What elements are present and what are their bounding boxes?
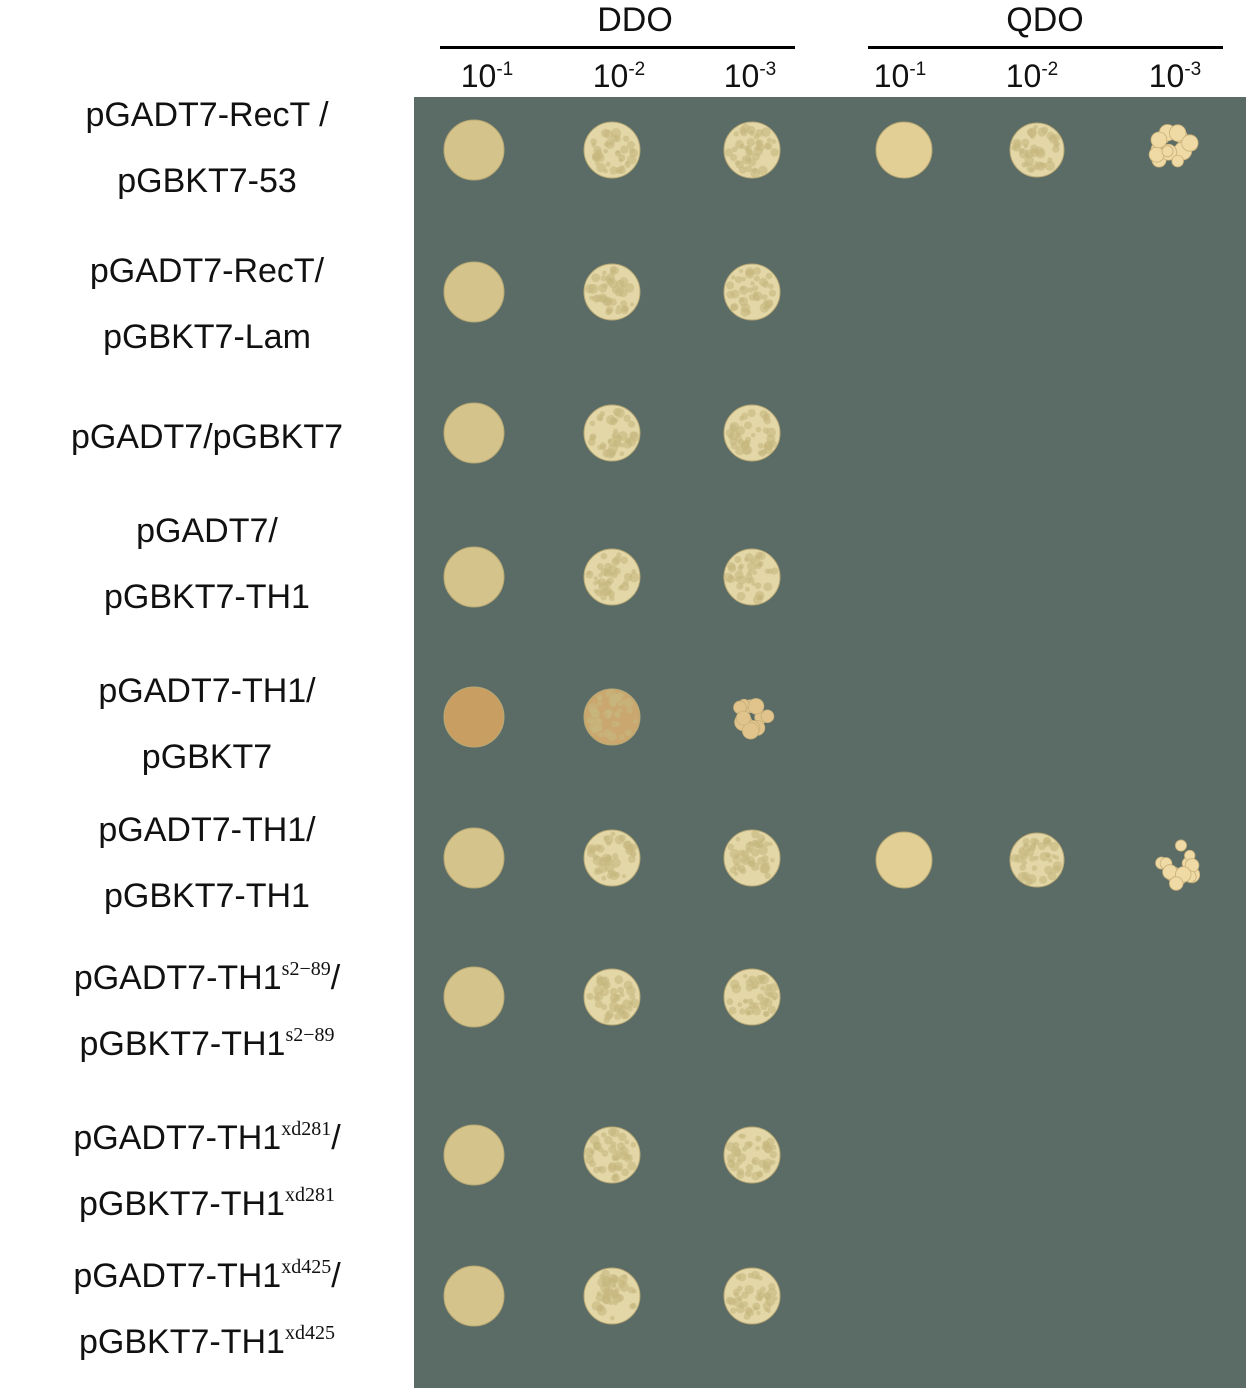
- colony-spot: [723, 548, 781, 606]
- colony-spot: [583, 404, 641, 462]
- dilution-label: 10-2: [1005, 58, 1059, 94]
- colony-spot: [723, 1267, 781, 1325]
- row-label-recT-lam: pGADT7-RecT/pGBKT7-Lam: [89, 252, 325, 356]
- row-label-th1-xd425: pGADT7-TH1xd425/ pGBKT7-TH1xd425: [73, 1256, 341, 1361]
- colony-spot: [875, 831, 933, 889]
- colony-spot: [443, 546, 505, 608]
- dilution-label: 10-3: [1148, 58, 1202, 94]
- colony-spot: [1009, 122, 1065, 178]
- colony-spot: [583, 968, 641, 1026]
- colony-spot: [723, 121, 781, 179]
- dilution-label: 10-3: [723, 58, 777, 94]
- qdo-underline: [868, 46, 1223, 49]
- ddo-underline: [440, 46, 795, 49]
- colony-spot: [443, 402, 505, 464]
- colony-spot: [723, 1126, 781, 1184]
- colony-spot: [443, 827, 505, 889]
- colony-spot: [723, 263, 781, 321]
- colony-spot: [733, 698, 775, 740]
- colony-spot: [583, 1126, 641, 1184]
- colony-spot: [723, 968, 781, 1026]
- ddo-title: DDO: [597, 1, 673, 39]
- dilution-label: 10-2: [592, 58, 646, 94]
- colony-spot: [443, 966, 505, 1028]
- colony-spot: [443, 1124, 505, 1186]
- row-label-th1-th1: pGADT7-TH1/pGBKT7-TH1: [98, 811, 316, 915]
- row-label-recT-53: pGADT7-RecT / pGBKT7-53: [85, 96, 329, 200]
- colony-spot: [1155, 839, 1201, 891]
- qdo-title: QDO: [1006, 1, 1084, 39]
- colony-spot: [1148, 124, 1199, 168]
- colony-spot: [723, 404, 781, 462]
- row-label-empty-vectors: pGADT7/pGBKT7: [70, 418, 344, 456]
- row-label-th1-s2-89: pGADT7-TH1s2−89/ pGBKT7-TH1s2−89: [73, 958, 341, 1063]
- row-label-gadt7-th1: pGADT7-TH1/pGBKT7: [98, 672, 316, 776]
- colony-spot: [583, 829, 641, 887]
- dilution-label: 10-1: [873, 58, 927, 94]
- row-label-th1-xd281: pGADT7-TH1xd281/ pGBKT7-TH1xd281: [73, 1118, 341, 1223]
- colony-spot: [583, 548, 641, 606]
- colony-spot: [583, 688, 641, 746]
- colony-spot: [583, 1267, 641, 1325]
- colony-spot: [583, 121, 641, 179]
- colony-spot: [875, 121, 933, 179]
- colony-spot: [443, 119, 505, 181]
- colony-spot: [583, 263, 641, 321]
- colony-spot: [443, 1265, 505, 1327]
- colony-spot: [723, 829, 781, 887]
- row-label-gbkt7-th1: pGADT7/pGBKT7-TH1: [104, 512, 310, 616]
- colony-spot: [1009, 832, 1065, 888]
- dilution-label: 10-1: [460, 58, 514, 94]
- yeast-plate: [414, 97, 1246, 1388]
- colony-spot: [443, 261, 505, 323]
- colony-spot: [443, 686, 505, 748]
